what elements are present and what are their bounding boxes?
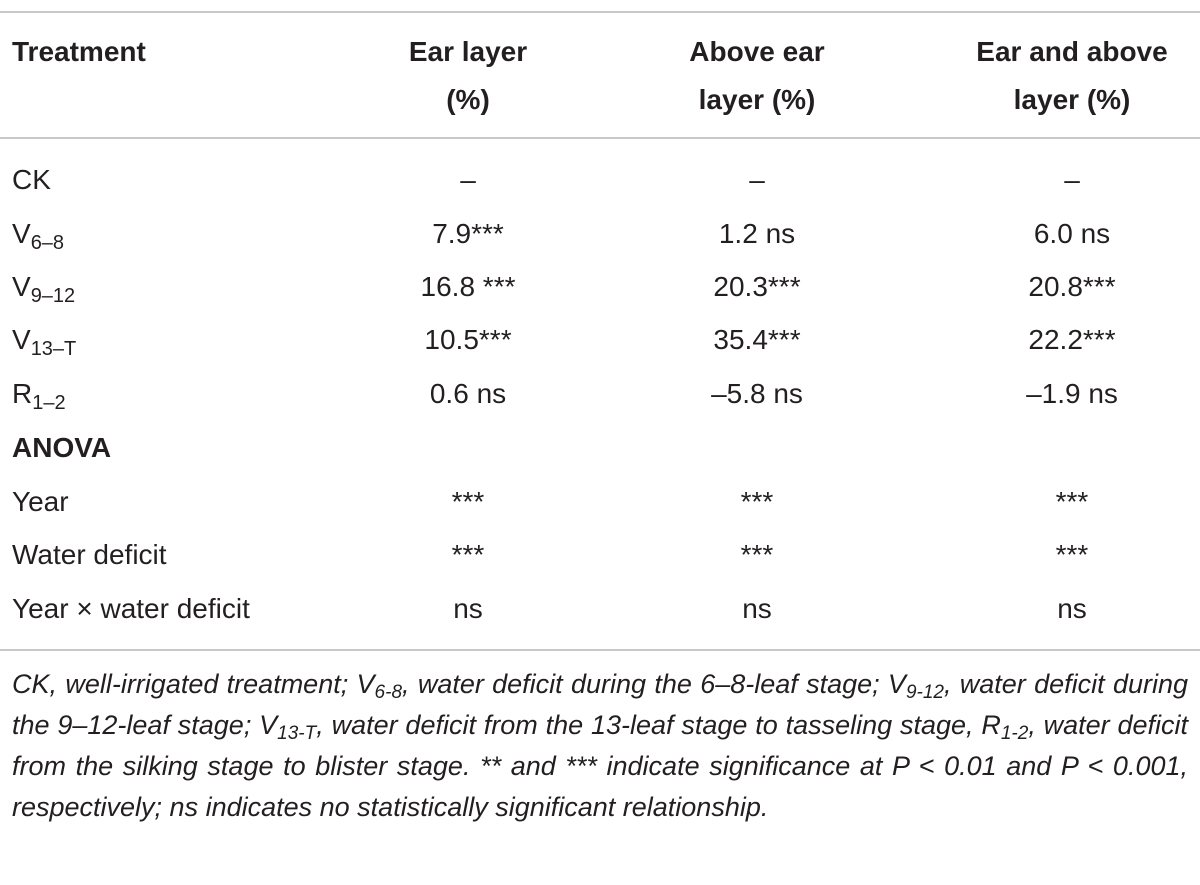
cell-value: – [749, 164, 765, 195]
cell-value: – [1064, 164, 1080, 195]
cell-value: 6.0 ns [1033, 218, 1111, 249]
row-label: V9–12 [12, 270, 75, 313]
label-base: V [12, 218, 31, 249]
footnote-subscript: 9-12 [905, 682, 944, 703]
cell-value: *** [740, 486, 774, 517]
row-label: Year × water deficit [12, 593, 250, 624]
cell-value: ns [453, 593, 483, 624]
footnote-subscript: 13-T [277, 723, 317, 744]
cell-value: *** [451, 486, 485, 517]
label-subscript: 1–2 [32, 392, 66, 414]
cell-value: 22.2*** [1028, 324, 1116, 355]
cell-value: 0.6 ns [429, 378, 507, 409]
cell-value: –5.8 ns [711, 378, 803, 409]
row-label: CK [12, 164, 51, 195]
label-base: R [12, 378, 33, 409]
label-base: V [12, 271, 31, 302]
cell-value: *** [1055, 486, 1089, 517]
cell-value: 20.8*** [1028, 271, 1116, 302]
section-heading: ANOVA [12, 432, 112, 463]
rule [0, 11, 1200, 13]
cell-value: 35.4*** [713, 324, 801, 355]
label-base: V [12, 324, 31, 355]
header-cell: layer (%) [698, 84, 816, 115]
header-cell: Above ear [689, 36, 825, 67]
row-label: V13–T [12, 323, 76, 366]
cell-value: *** [1055, 539, 1089, 570]
cell-value: – [460, 164, 476, 195]
cell-value: 20.3*** [713, 271, 801, 302]
row-label: Water deficit [12, 539, 167, 570]
row-label: Year [12, 486, 69, 517]
header-cell: Treatment [12, 36, 146, 67]
footnote-subscript: 1-2 [1000, 723, 1029, 744]
cell-value: *** [740, 539, 774, 570]
cell-value: –1.9 ns [1026, 378, 1118, 409]
cell-value: 7.9*** [432, 218, 504, 249]
cell-value: ns [742, 593, 772, 624]
footnote-text: CK, well-irrigated treatment; V [12, 669, 375, 699]
footnote-text: , water deficit during the 6–8-leaf stag… [402, 669, 906, 699]
label-subscript: 13–T [30, 338, 77, 360]
footnote: CK, well-irrigated treatment; V6-8, wate… [12, 664, 1188, 828]
footnote-text: , water deficit during the 9–12-leaf sta… [12, 669, 1188, 740]
rule [0, 649, 1200, 651]
footnote-text: , water deficit from the 13-leaf stage t… [316, 710, 1001, 740]
footnote-text: , water deficit from the silking stage t… [12, 710, 1189, 822]
row-label: V6–8 [12, 217, 64, 260]
row-label: R1–2 [12, 377, 66, 420]
header-cell: Ear layer [408, 36, 528, 67]
label-subscript: 9–12 [30, 285, 76, 307]
header-cell: Ear and above [976, 36, 1168, 67]
cell-value: 1.2 ns [718, 218, 796, 249]
rule [0, 137, 1200, 139]
footnote-subscript: 6-8 [374, 682, 403, 703]
header-cell: layer (%) [1013, 84, 1131, 115]
cell-value: *** [451, 539, 485, 570]
cell-value: 10.5*** [424, 324, 512, 355]
cell-value: ns [1057, 593, 1087, 624]
label-subscript: 6–8 [30, 232, 65, 254]
cell-value: 16.8 *** [420, 271, 516, 302]
header-cell: (%) [446, 84, 490, 115]
